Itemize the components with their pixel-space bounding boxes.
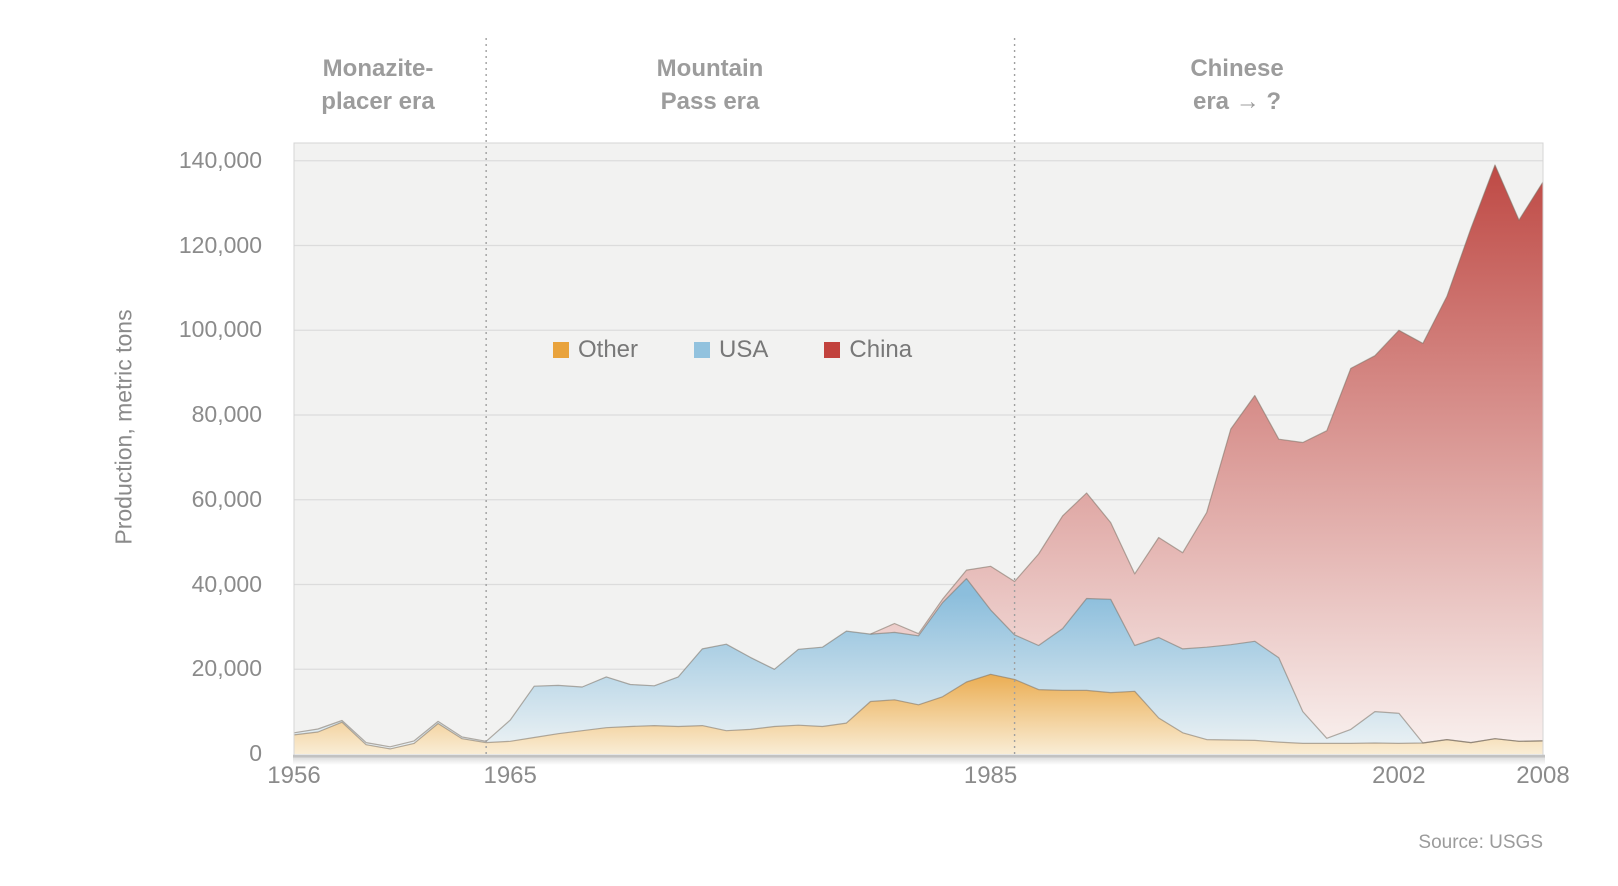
x-tick-label: 2008 <box>1516 762 1570 789</box>
legend-item-usa: USA <box>694 336 768 364</box>
axis-shadow <box>293 757 1545 765</box>
x-tick-label: 2002 <box>1372 762 1426 789</box>
x-tick-label: 1965 <box>483 762 537 789</box>
y-tick-label: 140,000 <box>178 146 262 173</box>
y-tick-label: 20,000 <box>191 655 262 682</box>
x-tick-label: 1985 <box>963 762 1018 789</box>
area-usa <box>294 578 1543 749</box>
source-note: Source: USGS <box>1418 832 1543 853</box>
line-usa-top <box>293 578 1544 748</box>
era-label-mountain-pass: Mountain Pass era <box>656 55 764 115</box>
legend-label: Other <box>578 336 639 363</box>
line-china-top <box>870 164 1544 635</box>
legend-item-other: Other <box>553 336 638 364</box>
legend-swatch-icon <box>694 342 711 358</box>
era-label-chinese: Chinese era → ? <box>1190 55 1284 115</box>
legend-swatch-icon <box>553 342 569 358</box>
y-tick-label: 120,000 <box>178 231 262 258</box>
legend: Other USA China <box>553 336 912 364</box>
area-china <box>294 165 1543 747</box>
legend-label: China <box>849 336 913 363</box>
y-tick-label: 60,000 <box>191 485 262 512</box>
area-other <box>294 674 1543 754</box>
y-tick-label: 100,000 <box>178 316 262 343</box>
y-tick-label: 40,000 <box>191 570 262 597</box>
line-other-top <box>293 673 1544 750</box>
legend-label: USA <box>719 336 769 363</box>
y-tick-label: 0 <box>249 740 262 766</box>
legend-swatch-icon <box>824 342 841 358</box>
x-tick-label: 1956 <box>267 762 321 789</box>
y-tick-label: 80,000 <box>191 401 262 427</box>
era-label-monazite: Monazite- placer era <box>321 55 435 115</box>
legend-item-china: China <box>824 336 912 364</box>
